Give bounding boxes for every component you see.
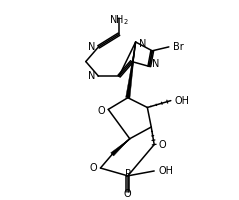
- Text: P: P: [125, 169, 131, 179]
- Text: N: N: [88, 71, 96, 81]
- Text: O: O: [158, 140, 166, 150]
- Polygon shape: [111, 139, 130, 156]
- Text: N: N: [152, 59, 160, 69]
- Text: O: O: [98, 106, 105, 116]
- Text: N: N: [139, 39, 146, 49]
- Text: O: O: [90, 163, 98, 173]
- Text: OH: OH: [175, 96, 190, 106]
- Text: NH$_2$: NH$_2$: [109, 13, 129, 27]
- Text: Br: Br: [173, 42, 184, 52]
- Text: O: O: [124, 189, 132, 199]
- Polygon shape: [126, 42, 136, 98]
- Text: N: N: [88, 42, 96, 52]
- Text: OH: OH: [158, 166, 173, 176]
